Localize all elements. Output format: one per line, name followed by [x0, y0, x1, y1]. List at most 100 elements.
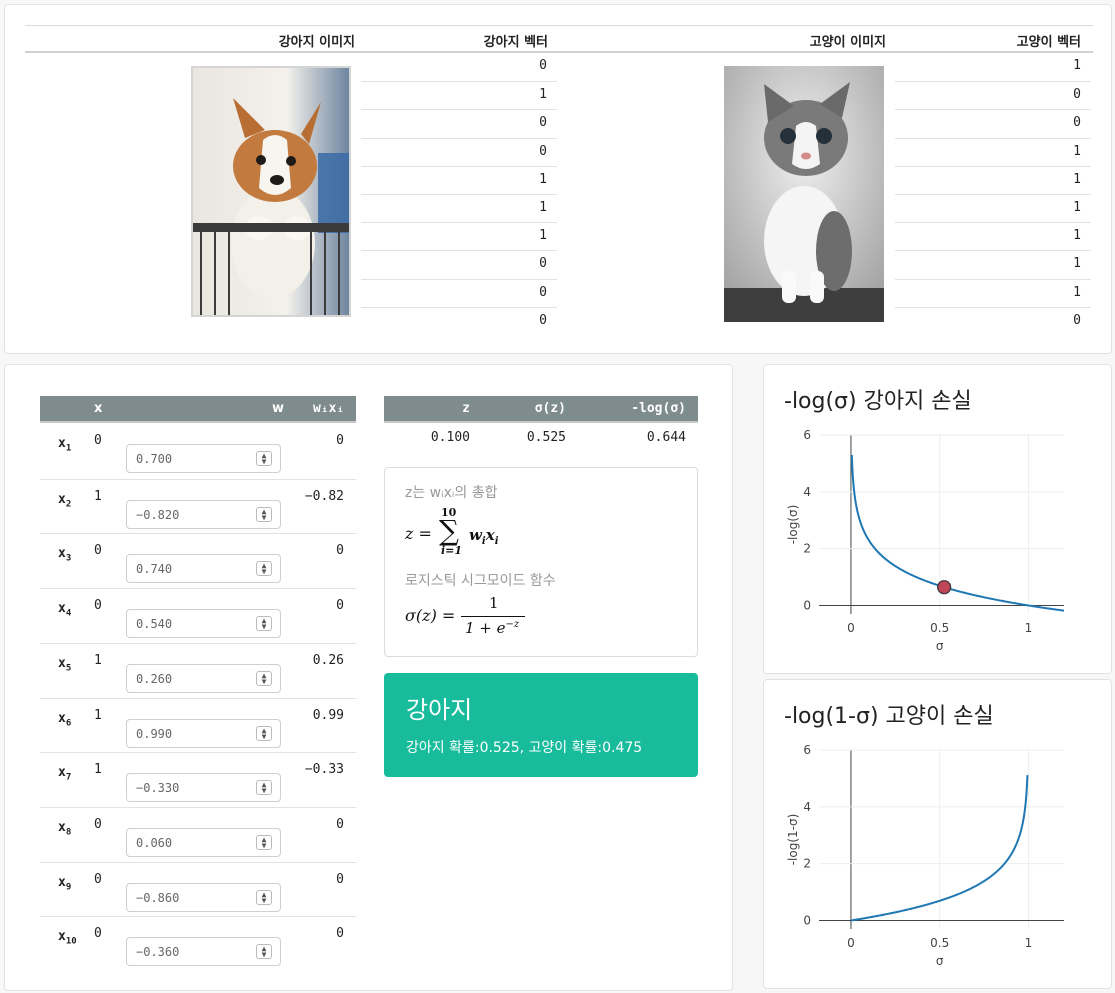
cat-loss-chart-title: -log(1-σ) 고양이 손실: [784, 704, 994, 729]
weighted-value: 0: [336, 816, 344, 832]
stepper-icon[interactable]: ▲ ▼: [256, 725, 272, 741]
feature-value: 1: [94, 652, 102, 668]
weighted-value: 0: [336, 926, 344, 942]
feature-value: 1: [94, 488, 102, 504]
feature-value: 0: [94, 433, 102, 448]
calculation-panel: x w wᵢxᵢ x1 0 0.700 ▲ ▼ 0 x2 1 −0.820 ▲ ▼ −0.82 x3 0 0…: [4, 364, 733, 991]
y-axis-title: -log(1-σ): [786, 814, 800, 866]
stepper-icon[interactable]: ▲ ▼: [256, 889, 272, 905]
cat-loss-chart[interactable]: 0 0.5 1 0 2 4 6 σ -log(1-σ): [764, 680, 1111, 988]
weighted-value: −0.82: [304, 488, 344, 504]
y-axis-title: -log(σ): [786, 505, 800, 545]
weight-input[interactable]: 0.990 ▲ ▼: [126, 718, 281, 748]
x-tick-label: 0: [847, 621, 855, 635]
cat-vector-cell: 0: [895, 81, 1091, 109]
cat-loss-chart-card: -log(1-σ) 고양이 손실 0 0.5 1 0 2 4 6 σ -log(1-σ): [763, 679, 1112, 989]
weight-input[interactable]: −0.820 ▲ ▼: [126, 499, 281, 529]
dog-vector-cell: 0: [361, 137, 557, 166]
y-tick-label: 6: [803, 743, 811, 757]
dog-vector-cell: 1: [361, 81, 557, 109]
z-header: z: [462, 401, 470, 416]
feature-value: 0: [94, 816, 102, 832]
weight-input[interactable]: 0.700 ▲ ▼: [126, 444, 281, 473]
weighted-value: 0.26: [312, 652, 344, 668]
stepper-icon[interactable]: ▲ ▼: [256, 451, 272, 466]
weight-input[interactable]: −0.330 ▲ ▼: [126, 773, 281, 803]
cat-vector-cell: 1: [895, 137, 1091, 166]
weighted-value: 0: [336, 598, 344, 614]
x-tick-label: 1: [1025, 936, 1033, 950]
x-axis-title: σ: [936, 639, 944, 653]
weight-input[interactable]: −0.860 ▲ ▼: [126, 882, 281, 912]
stepper-icon[interactable]: ▲ ▼: [256, 561, 272, 577]
stepper-icon[interactable]: ▲ ▼: [256, 944, 272, 960]
weighted-value: 0: [336, 433, 344, 448]
stepper-icon[interactable]: ▲ ▼: [256, 834, 272, 850]
cat-image-header: 고양이 이미지: [809, 35, 886, 50]
cat-vector-cell: 1: [895, 278, 1091, 307]
weight-input[interactable]: −0.360 ▲ ▼: [126, 937, 281, 967]
weight-row: x7 1 −0.330 ▲ ▼ −0.33: [40, 752, 356, 807]
weight-input[interactable]: 0.060 ▲ ▼: [126, 827, 281, 857]
stepper-icon[interactable]: ▲ ▼: [256, 506, 272, 522]
stepper-icon[interactable]: ▲ ▼: [256, 616, 272, 632]
y-tick-label: 2: [803, 542, 811, 556]
current-loss-point: [937, 580, 952, 595]
z-value: 0.100: [430, 430, 470, 445]
cat-vector-cell: 1: [895, 165, 1091, 194]
stepper-icon[interactable]: ▲ ▼: [256, 670, 272, 686]
sigmoid-caption: 로지스틱 시그모이드 함수: [405, 573, 556, 589]
cat-vector-cell: 1: [1073, 58, 1081, 73]
dog-loss-chart-title: -log(σ) 강아지 손실: [784, 389, 972, 414]
cat-vector-cell: 1: [895, 194, 1091, 222]
feature-label: x6: [58, 710, 72, 729]
feature-label: x5: [58, 655, 72, 674]
weight-row: x1 0 0.700 ▲ ▼ 0: [40, 424, 356, 479]
dog-vector-header: 강아지 벡터: [483, 35, 548, 50]
stepper-icon[interactable]: ▲ ▼: [256, 780, 272, 796]
sigma-header: σ(z): [534, 401, 566, 416]
weighted-value: −0.33: [304, 762, 344, 778]
feature-value: 0: [94, 926, 102, 942]
dog-vector-cell: 0: [361, 250, 557, 278]
y-tick-label: 0: [803, 913, 811, 927]
feature-label: x7: [58, 765, 72, 783]
dog-loss-chart[interactable]: 0 0.5 1 0 2 4 6 σ -log(σ): [764, 365, 1111, 673]
dog-vector-cell: 0: [539, 58, 547, 73]
cat-image: [724, 66, 884, 322]
weight-input[interactable]: 0.740 ▲ ▼: [126, 554, 281, 584]
cat-vector-cell: 1: [895, 250, 1091, 278]
feature-label: x4: [58, 601, 72, 619]
y-tick-label: 2: [803, 857, 811, 871]
dog-vector-cell: 1: [361, 165, 557, 194]
dog-vector-cell: 1: [361, 194, 557, 222]
feature-label: x9: [58, 874, 72, 893]
dog-table-header: 강아지 이미지 강아지 벡터: [25, 25, 560, 53]
prediction-result: 강아지 강아지 확률:0.525, 고양이 확률:0.475: [384, 673, 698, 777]
feature-value: 1: [94, 707, 102, 723]
x-tick-label: 1: [1025, 621, 1033, 635]
weighted-value: 0: [336, 871, 344, 887]
weight-row: x10 0 −0.360 ▲ ▼ 0: [40, 916, 356, 971]
weight-row: x3 0 0.740 ▲ ▼ 0: [40, 533, 356, 588]
y-tick-label: 4: [803, 800, 811, 814]
weight-input[interactable]: 0.540 ▲ ▼: [126, 609, 281, 639]
weight-row: x6 1 0.990 ▲ ▼ 0.99: [40, 697, 356, 753]
x-tick-label: 0.5: [930, 936, 949, 950]
cat-vector-cell: 0: [895, 306, 1091, 335]
image-vector-panel: 강아지 이미지 강아지 벡터 고양이 이미지 고양이 벡터: [4, 4, 1112, 354]
dog-vector-cell: 0: [361, 278, 557, 307]
prediction-probabilities: 강아지 확률:0.525, 고양이 확률:0.475: [406, 740, 643, 756]
summary-table-header: z σ(z) -log(σ): [384, 396, 698, 423]
cat-vector-cell: 1: [895, 222, 1091, 250]
feature-value: 1: [94, 762, 102, 778]
y-tick-label: 4: [803, 485, 811, 499]
weight-row: x4 0 0.540 ▲ ▼ 0: [40, 588, 356, 643]
dog-loss-chart-card: -log(σ) 강아지 손실 0 0.5 1 0 2 4 6 σ -log(σ): [763, 364, 1112, 674]
weight-input[interactable]: 0.260 ▲ ▼: [126, 663, 281, 693]
feature-label: x1: [58, 436, 72, 454]
x-header: x: [94, 401, 103, 416]
loss-curve-line: [850, 775, 1029, 922]
feature-value: 0: [94, 871, 102, 887]
prediction-label: 강아지: [406, 696, 473, 724]
